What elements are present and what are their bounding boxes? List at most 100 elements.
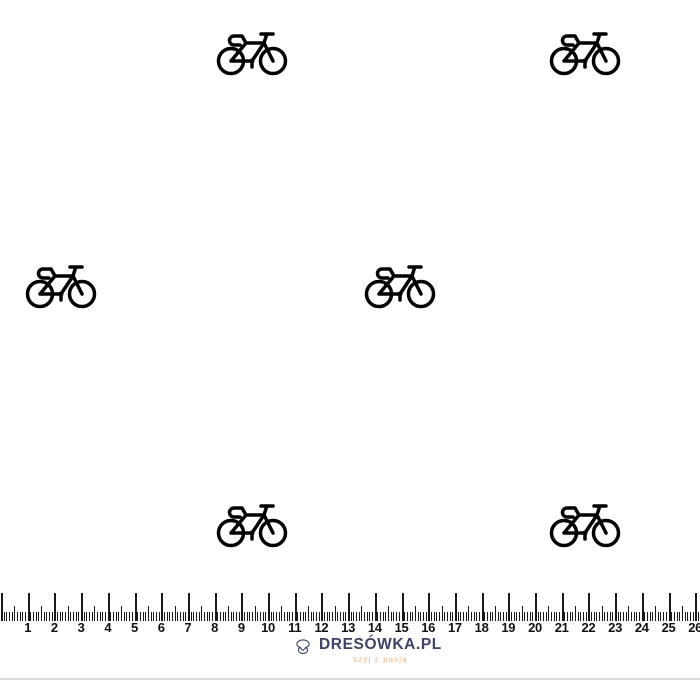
ruler-tick-minor xyxy=(278,612,280,621)
ruler-tick-minor xyxy=(470,612,472,621)
ruler-tick-minor xyxy=(612,612,614,621)
ruler-tick-minor xyxy=(553,612,555,621)
ruler-label: 4 xyxy=(104,620,112,635)
ruler-label: 18 xyxy=(474,620,489,635)
ruler-label: 25 xyxy=(661,620,676,635)
ruler-tick-minor xyxy=(297,612,299,621)
ruler-label: 13 xyxy=(341,620,356,635)
ruler-tick-minor xyxy=(300,612,302,621)
ruler-tick-minor xyxy=(259,612,261,621)
ruler-tick-major xyxy=(161,593,164,621)
ruler-tick-minor xyxy=(462,612,464,621)
ruler-tick-minor xyxy=(332,612,334,621)
ruler-tick-minor xyxy=(177,612,179,621)
ruler-tick-minor xyxy=(38,612,40,621)
ruler-tick-minor xyxy=(185,612,187,621)
ruler-tick-minor xyxy=(591,612,593,621)
ruler-tick-minor xyxy=(639,612,641,621)
ruler-tick-minor xyxy=(513,612,515,621)
ruler-label: 24 xyxy=(634,620,649,635)
ruler-tick-minor xyxy=(438,612,440,621)
ruler-tick-minor xyxy=(617,612,619,621)
ruler-tick-minor xyxy=(406,612,408,621)
ruler-label: 12 xyxy=(314,620,329,635)
ruler-tick-minor xyxy=(526,612,528,621)
ruler-tick-minor xyxy=(497,612,499,621)
ruler-tick-minor xyxy=(425,612,427,621)
ruler-tick-minor xyxy=(476,612,478,621)
ruler-tick-minor xyxy=(230,612,232,621)
ruler-tick-minor xyxy=(137,612,139,621)
ruler-tick-minor xyxy=(190,612,192,621)
ruler-tick-minor xyxy=(51,612,53,621)
ruler-label: 16 xyxy=(421,620,436,635)
ruler-tick-minor xyxy=(422,612,424,621)
ruler-tick-half xyxy=(67,606,69,621)
ruler-tick-half xyxy=(521,606,523,621)
ruler-tick-minor xyxy=(316,612,318,621)
ruler-tick-half xyxy=(121,606,123,621)
ruler-tick-minor xyxy=(17,612,19,621)
ruler-tick-minor xyxy=(465,612,467,621)
ruler-tick-minor xyxy=(366,612,368,621)
ruler-tick-minor xyxy=(396,612,398,621)
ruler-tick-minor xyxy=(203,612,205,621)
ruler-tick-minor xyxy=(412,612,414,621)
ruler-tick-minor xyxy=(489,612,491,621)
ruler-tick-minor xyxy=(484,612,486,621)
ruler-tick-minor xyxy=(43,612,45,621)
ruler-tick-major xyxy=(241,593,244,621)
ruler-label: 11 xyxy=(288,620,302,635)
ruler-label: 5 xyxy=(131,620,138,635)
ruler-tick-minor xyxy=(457,612,459,621)
ruler-tick-minor xyxy=(647,612,649,621)
ruler-tick-minor xyxy=(433,612,435,621)
logo-brand-name: DRESÓWKA.PL xyxy=(319,636,442,653)
ruler-tick-minor xyxy=(139,612,141,621)
ruler-label: 10 xyxy=(261,620,275,635)
ruler-tick-minor xyxy=(532,612,534,621)
ruler-tick-minor xyxy=(193,612,195,621)
ruler-tick-minor xyxy=(649,612,651,621)
bicycle-icon xyxy=(549,499,621,549)
ruler-tick-minor xyxy=(356,612,358,621)
ruler-tick-minor xyxy=(393,612,395,621)
ruler-tick-minor xyxy=(249,612,251,621)
ruler-tick-half xyxy=(227,606,229,621)
ruler-tick-minor xyxy=(353,612,355,621)
ruler-tick-minor xyxy=(502,612,504,621)
ruler-tick-minor xyxy=(572,612,574,621)
ruler-tick-minor xyxy=(569,612,571,621)
ruler-tick-minor xyxy=(25,612,27,621)
ruler-tick-minor xyxy=(444,612,446,621)
ruler-tick-minor xyxy=(225,612,227,621)
ruler-tick-minor xyxy=(209,612,211,621)
ruler-tick-major xyxy=(1,593,3,621)
ruler-tick-minor xyxy=(83,612,85,621)
ruler-tick-minor xyxy=(11,612,13,621)
ruler-tick-minor xyxy=(673,612,675,621)
ruler-tick-major xyxy=(374,593,377,621)
ruler-tick-minor xyxy=(265,612,267,621)
ruler-tick-half xyxy=(308,606,310,621)
ruler-tick-half xyxy=(548,606,550,621)
thread-spool-icon xyxy=(292,637,314,659)
ruler-tick-minor xyxy=(652,612,654,621)
ruler-tick-major xyxy=(27,593,30,621)
ruler-tick-minor xyxy=(689,612,691,621)
ruler-tick-minor xyxy=(679,612,681,621)
ruler-label: 17 xyxy=(447,620,462,635)
logo-text-wrap: DRESÓWKA.PL szyj z pasją xyxy=(319,636,442,665)
ruler-tick-minor xyxy=(110,612,112,621)
ruler-tick-minor xyxy=(326,612,328,621)
ruler-tick-half xyxy=(468,606,470,621)
ruler-tick-minor xyxy=(505,612,507,621)
bicycle-icon xyxy=(364,260,436,310)
ruler-tick-minor xyxy=(57,612,59,621)
ruler-tick-minor xyxy=(179,612,181,621)
ruler-tick-minor xyxy=(636,612,638,621)
ruler-tick-minor xyxy=(257,612,259,621)
ruler-tick-minor xyxy=(9,612,10,621)
ruler-tick-minor xyxy=(342,612,344,621)
